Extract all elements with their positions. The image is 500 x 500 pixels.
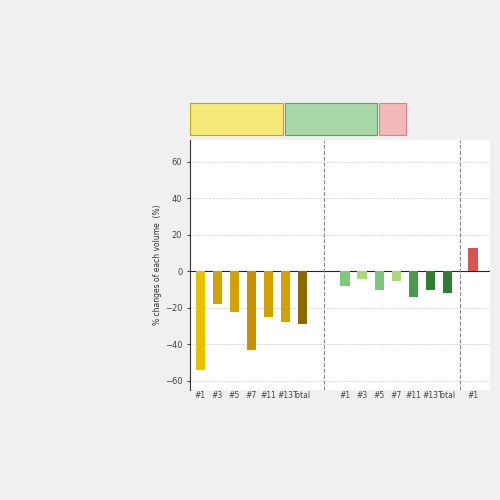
Text: High attenuation wall: High attenuation wall — [293, 113, 370, 119]
Bar — [196, 272, 205, 370]
Bar — [212, 272, 222, 304]
Y-axis label: % changes of each volume  (%): % changes of each volume (%) — [153, 204, 162, 326]
Bar — [468, 248, 477, 272]
Text: (-25 ~ 40 HU): (-25 ~ 40 HU) — [212, 122, 262, 128]
Bar — [298, 272, 307, 324]
Bar — [426, 272, 435, 289]
Bar — [281, 272, 290, 322]
Bar — [408, 272, 418, 297]
Bar — [392, 272, 401, 280]
Bar — [442, 272, 452, 293]
Bar — [374, 272, 384, 289]
Text: (2: (2 — [388, 113, 396, 119]
Bar — [246, 272, 256, 350]
Text: (40 ~ 215 HU): (40 ~ 215 HU) — [306, 122, 358, 128]
Bar — [358, 272, 367, 278]
Text: Low attenuation wall: Low attenuation wall — [199, 113, 274, 119]
Bar — [340, 272, 350, 286]
Bar — [230, 272, 239, 312]
Bar — [264, 272, 273, 317]
